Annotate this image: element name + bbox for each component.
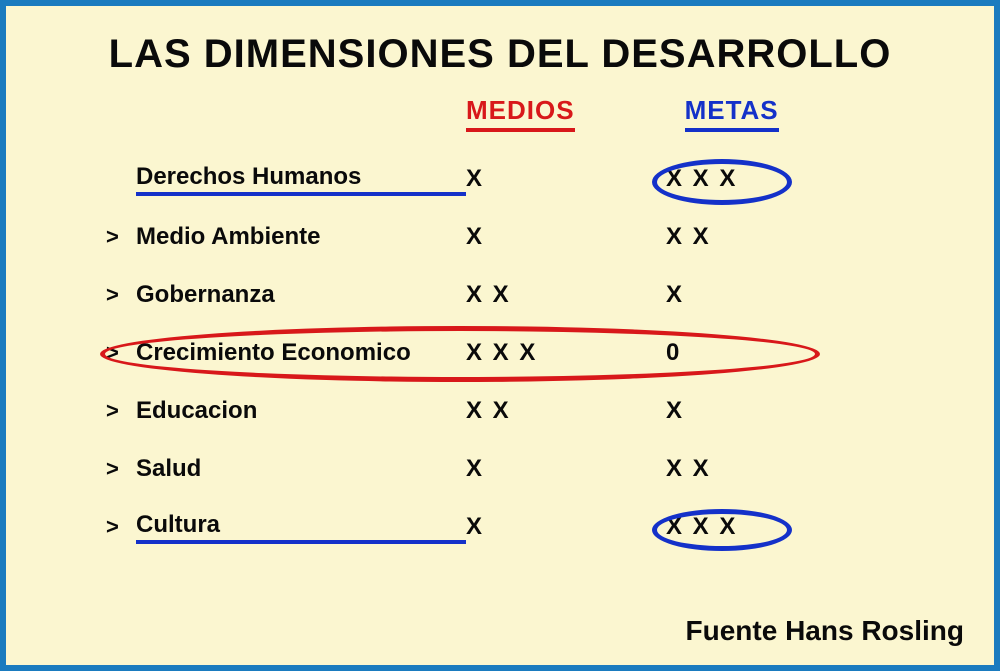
row-bullet: > <box>106 224 136 250</box>
cell-medios: X X <box>466 397 666 425</box>
cell-metas: X X <box>666 455 846 483</box>
cell-metas: X <box>666 397 846 425</box>
header-medios: MEDIOS <box>466 95 575 132</box>
table-rows: Derechos HumanosXX X X>Medio AmbienteXX … <box>106 150 954 556</box>
table-row: >Gobernanza X XX <box>106 266 954 324</box>
table-row: >CulturaXX X X <box>106 498 954 556</box>
cell-metas: X X X <box>666 165 846 193</box>
cell-metas: X <box>666 281 846 309</box>
row-label-wrap: Cultura <box>136 511 466 544</box>
cell-medios: X X X <box>466 339 666 367</box>
table-row: >Salud XX X <box>106 440 954 498</box>
row-label: Salud <box>136 455 201 482</box>
row-label-wrap: Crecimiento Economico <box>136 339 466 367</box>
row-label: Cultura <box>136 511 466 544</box>
row-bullet: > <box>106 514 136 540</box>
cell-medios: X X <box>466 281 666 309</box>
cell-medios: X <box>466 165 666 193</box>
row-bullet: > <box>106 456 136 482</box>
table-row: >Educacion X XX <box>106 382 954 440</box>
row-bullet: > <box>106 340 136 366</box>
cell-metas: 0 <box>666 339 846 367</box>
row-label: Medio Ambiente <box>136 223 320 250</box>
row-label: Gobernanza <box>136 281 275 308</box>
row-label: Derechos Humanos <box>136 163 466 196</box>
cell-medios: X <box>466 455 666 483</box>
infographic-frame: LAS DIMENSIONES DEL DESARROLLO MEDIOS ME… <box>0 0 1000 671</box>
row-label-wrap: Educacion <box>136 397 466 425</box>
row-label-wrap: Salud <box>136 455 466 483</box>
table-row: >Crecimiento Economico X X X0 <box>106 324 954 382</box>
row-label: Educacion <box>136 397 257 424</box>
row-label-wrap: Derechos Humanos <box>136 163 466 196</box>
highlight-ellipse-blue <box>652 159 792 205</box>
row-bullet: > <box>106 398 136 424</box>
cell-medios: X <box>466 513 666 541</box>
column-headers: MEDIOS METAS <box>466 95 954 132</box>
cell-metas: X X <box>666 223 846 251</box>
row-label: Crecimiento Economico <box>136 339 411 366</box>
highlight-ellipse-blue <box>652 509 792 551</box>
table-row: Derechos HumanosXX X X <box>106 150 954 208</box>
header-metas: METAS <box>685 95 779 132</box>
source-credit: Fuente Hans Rosling <box>686 615 964 647</box>
cell-metas: X X X <box>666 513 846 541</box>
row-label-wrap: Medio Ambiente <box>136 223 466 251</box>
row-bullet: > <box>106 282 136 308</box>
table-row: >Medio Ambiente XX X <box>106 208 954 266</box>
row-label-wrap: Gobernanza <box>136 281 466 309</box>
page-title: LAS DIMENSIONES DEL DESARROLLO <box>46 32 954 77</box>
cell-medios: X <box>466 223 666 251</box>
